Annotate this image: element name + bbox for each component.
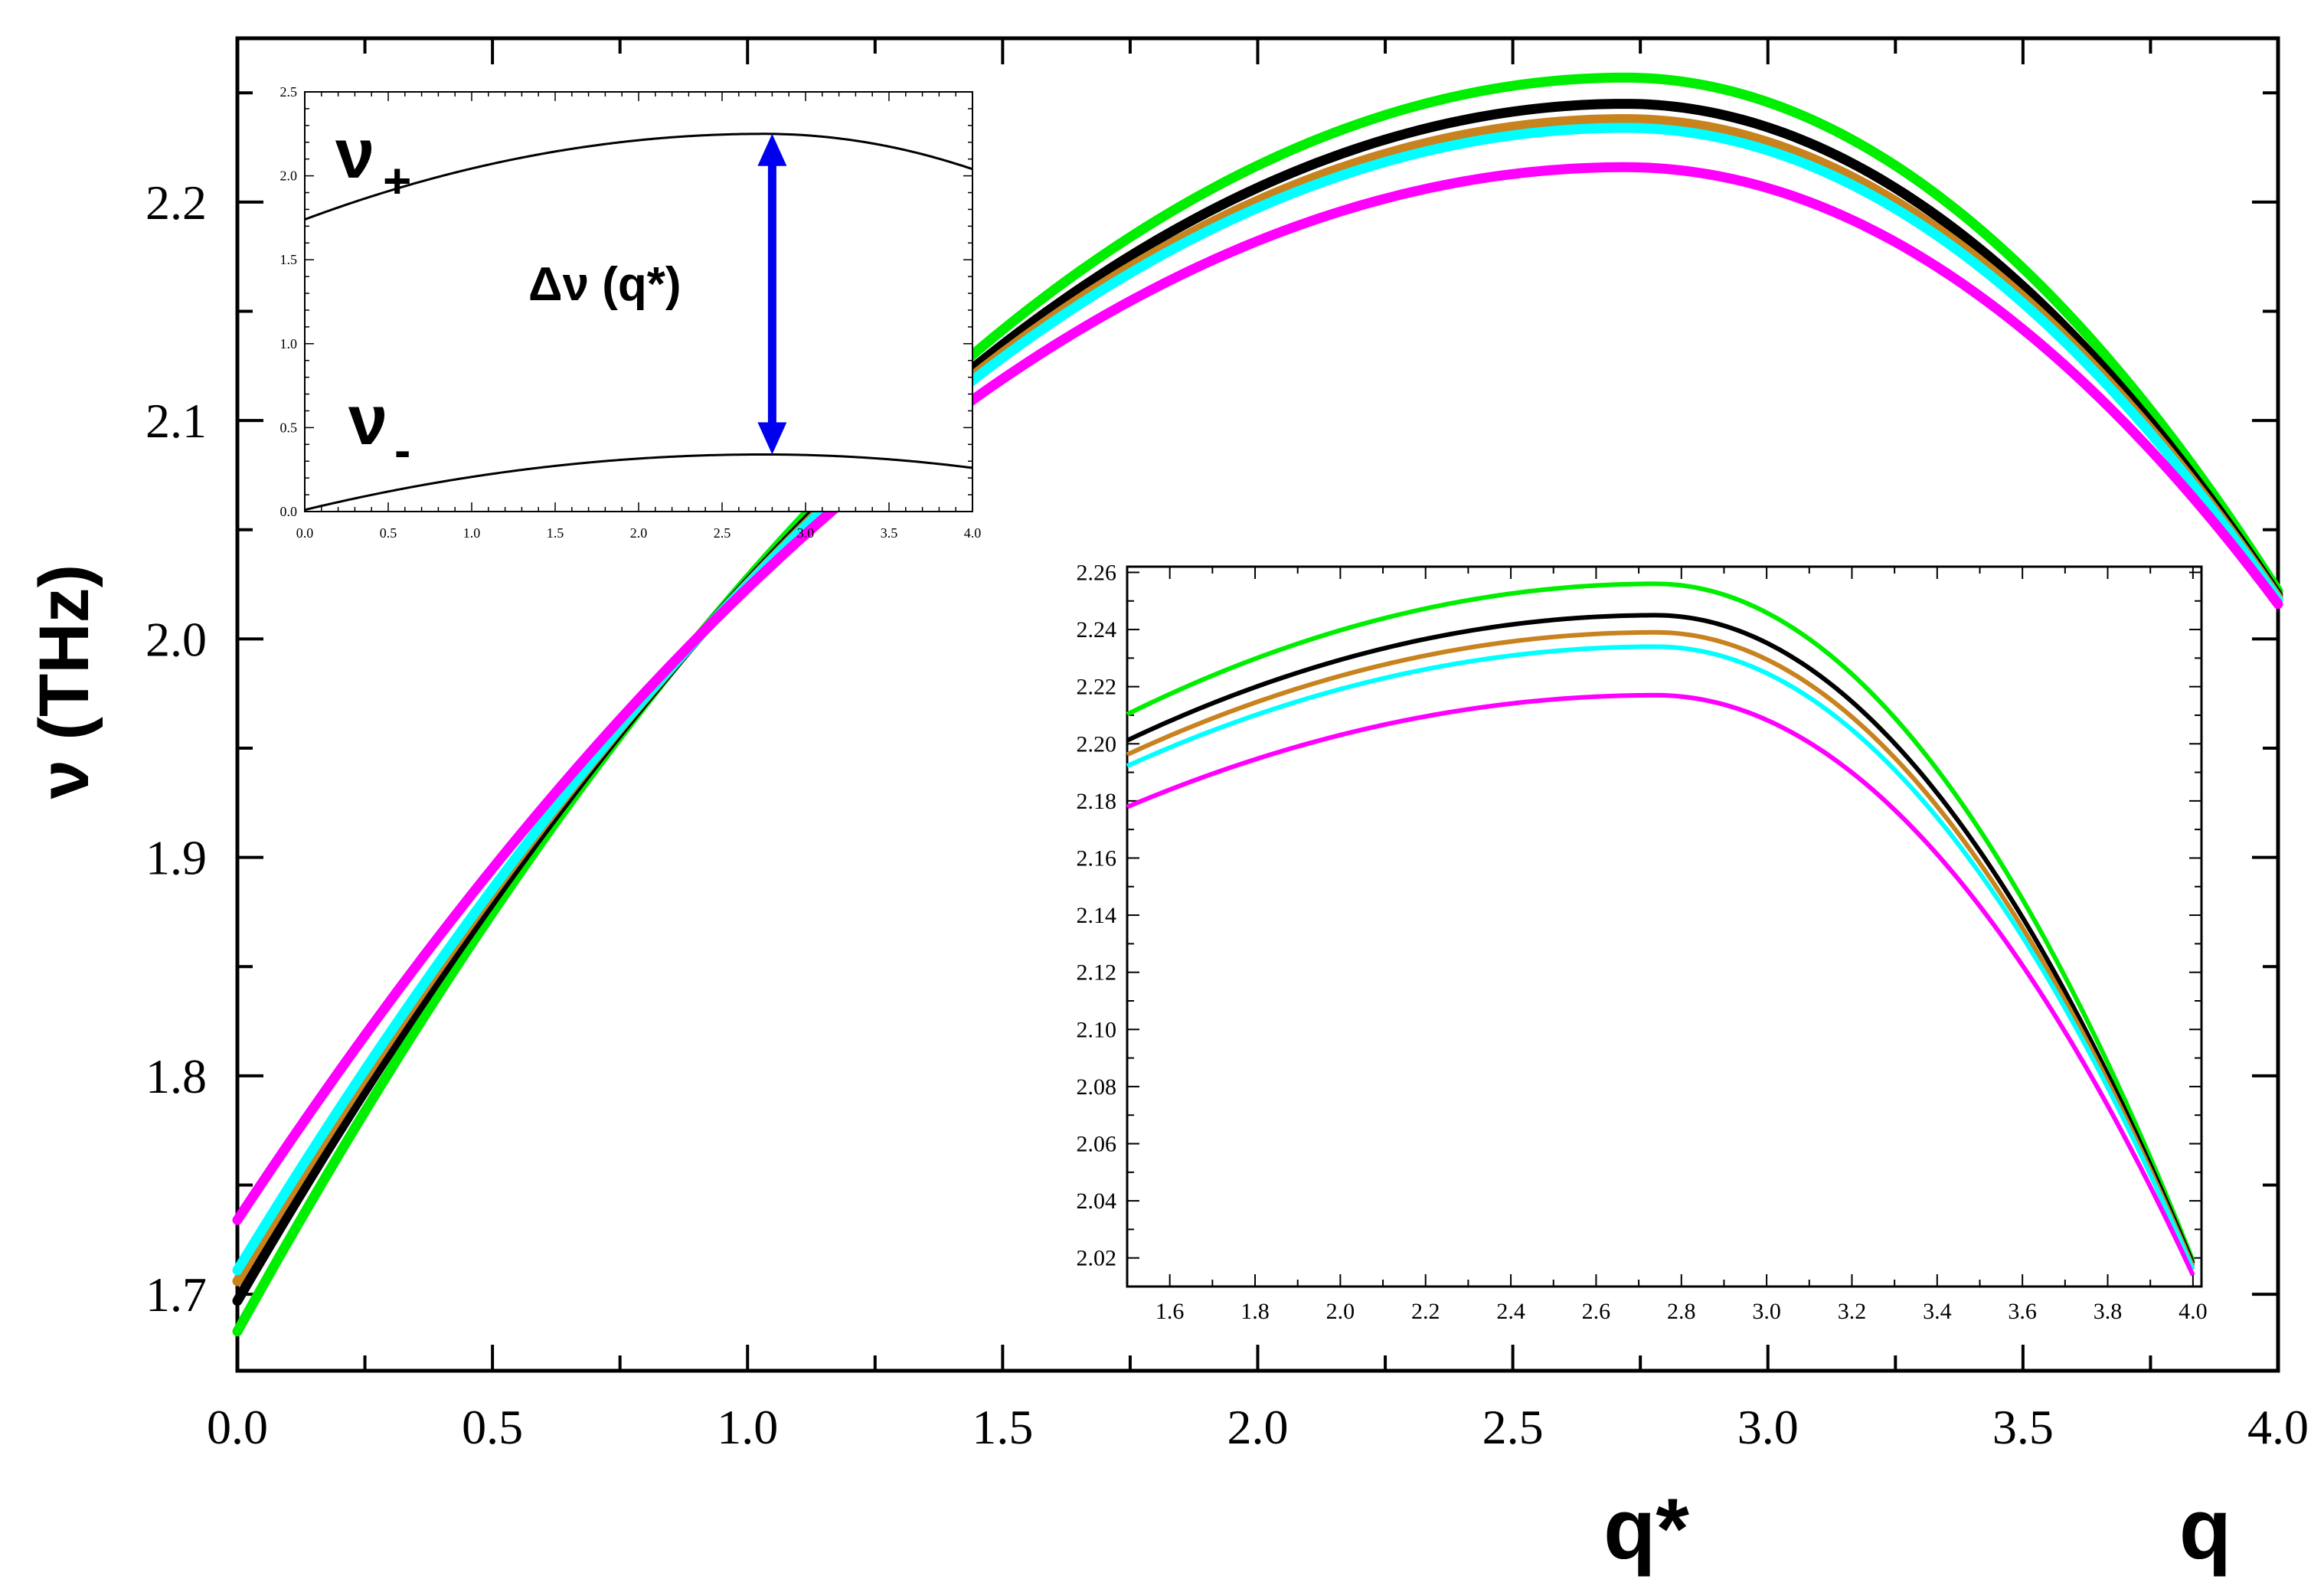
x-tick-label: 1.5 [972,1400,1033,1454]
inset1-x-tick-label: 3.5 [881,525,898,541]
inset1-x-tick-label: 0.5 [380,525,397,541]
x-tick-label: 0.5 [462,1400,523,1454]
x-axis-label-q: q [2179,1481,2231,1577]
delta-nu-label: Δν (q*) [528,258,682,311]
series-line-cyan [232,123,2283,1276]
inset2-y-tick-label: 2.02 [1077,1246,1117,1271]
inset1-y-tick-label: 1.5 [280,252,298,267]
x-tick-label: 1.0 [717,1400,778,1454]
inset2-y-tick-label: 2.04 [1077,1188,1117,1214]
inset2-y-tick-label: 2.06 [1077,1131,1117,1156]
y-tick-label: 1.7 [145,1267,207,1322]
inset2-x-tick-label: 3.2 [1838,1299,1867,1324]
inset2-x-tick-label: 1.8 [1240,1299,1270,1324]
inset1-y-tick-label: 0.0 [280,504,298,519]
inset2-y-tick-label: 2.18 [1077,789,1117,814]
inset1-y-tick-label: 0.5 [280,420,298,435]
nu-minus-subscript: - [394,423,410,478]
inset1-x-tick-label: 2.0 [630,525,648,541]
main-plot: 0.0 0.5 1.0 1.5 2.0 2.5 3.0 3.5 4.01.71.81.92.02… [145,36,2309,1454]
inset2-x-tick-label: 2.0 [1326,1299,1355,1324]
x-tick-label: 3.5 [1992,1400,2054,1454]
y-tick-label: 1.9 [145,831,207,885]
delta-arrow-head-down [757,422,787,455]
inset2-x-tick-label: 1.6 [1155,1299,1185,1324]
inset2-y-tick-label: 2.20 [1077,731,1117,757]
inset2-line-magenta [1126,692,2195,1277]
inset2-line-orange [1126,629,2195,1268]
inset2-y-tick-label: 2.12 [1077,960,1117,986]
inset2-line-green [1126,581,2195,1262]
inset2-y-tick-label: 2.14 [1077,903,1117,928]
y-axis-label: ν (THz) [25,564,103,799]
inset1-x-tick-label: 2.5 [714,525,731,541]
inset2-line-cyan [1126,644,2195,1270]
inset-zoom-plot: 1.6 1.8 2.0 2.2 2.4 2.6 2.8 3.0 3.2 3.4 3.6 3.8 4.0 2… [1077,560,2208,1324]
nu-plus-subscript: + [383,153,411,208]
inset1-line-nu_plus [304,132,973,221]
nu-minus-label: ν [348,381,387,459]
delta-arrow-head-up [757,133,787,166]
x-tick-label: 2.0 [1227,1400,1289,1454]
inset1-x-tick-label: 1.0 [463,525,481,541]
inset1-y-tick-label: 2.0 [280,168,298,184]
inset2-y-tick-label: 2.16 [1077,845,1117,871]
inset1-x-tick-label: 1.5 [547,525,564,541]
inset1-y-tick-label: 2.5 [280,84,298,100]
y-tick-label: 2.0 [145,612,207,666]
y-tick-label: 2.1 [145,394,207,448]
inset2-x-tick-label: 2.2 [1411,1299,1440,1324]
inset2-line-black [1126,613,2195,1265]
inset2-y-tick-label: 2.08 [1077,1074,1117,1100]
inset2-y-tick-label: 2.22 [1077,675,1117,700]
inset2-y-tick-label: 2.24 [1077,617,1117,642]
inset1-y-tick-label: 1.0 [280,336,298,351]
inset2-x-tick-label: 3.6 [2008,1299,2037,1324]
x-tick-label: 0.0 [207,1400,268,1454]
x-tick-label: 4.0 [2247,1400,2309,1454]
nu-plus-label: ν [335,115,374,193]
inset-dispersion-plot: 0.0 0.5 1.0 1.5 2.0 2.5 3.0 3.5 4.0 0.0 0.5 1.0 1.5 2… [280,84,982,541]
inset2-x-tick-label: 2.6 [1582,1299,1611,1324]
inset1-line-nu_minus [304,453,973,512]
y-tick-label: 2.2 [145,175,207,230]
x-axis-label-qstar: q* [1603,1481,1689,1577]
inset1-frame [304,91,973,512]
inset2-x-tick-label: 3.8 [2094,1299,2123,1324]
x-tick-label: 2.5 [1482,1400,1544,1454]
inset2-y-tick-label: 2.10 [1077,1017,1117,1042]
inset2-x-tick-label: 2.8 [1667,1299,1696,1324]
x-tick-label: 3.0 [1737,1400,1799,1454]
inset2-x-tick-label: 3.0 [1752,1299,1781,1324]
inset1-x-tick-label: 4.0 [964,525,982,541]
y-tick-label: 1.8 [145,1049,207,1103]
inset2-x-tick-label: 2.4 [1496,1299,1525,1324]
series-line-magenta [232,162,2283,1225]
inset2-y-tick-label: 2.26 [1077,560,1117,585]
inset2-x-tick-label: 3.4 [1923,1299,1952,1324]
inset1-x-tick-label: 3.0 [797,525,815,541]
inset1-x-tick-label: 0.0 [296,525,314,541]
inset2-x-tick-label: 4.0 [2179,1299,2208,1324]
